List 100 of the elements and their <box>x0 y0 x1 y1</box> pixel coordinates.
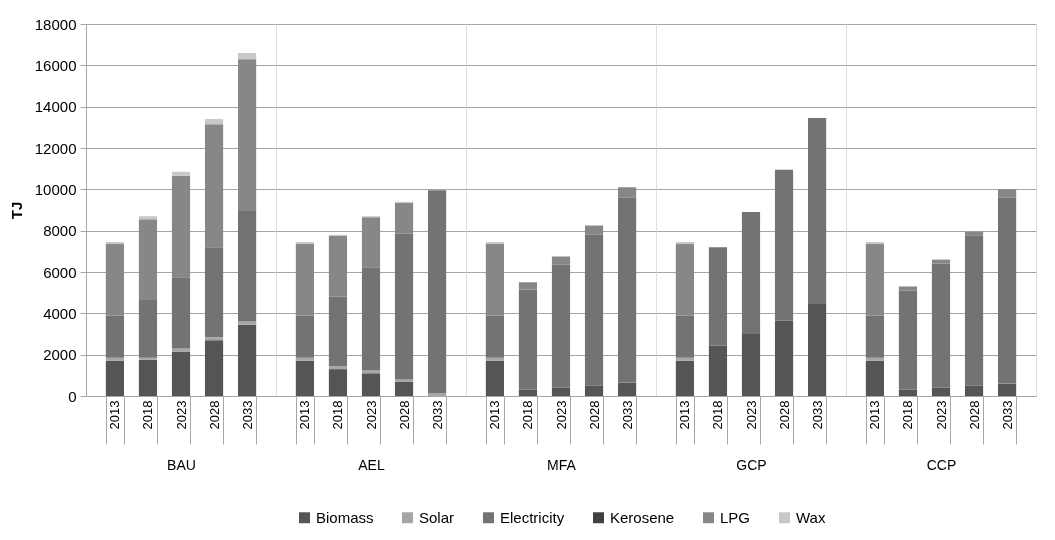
x-tick-label: 2018 <box>520 400 536 430</box>
bar <box>518 282 538 290</box>
bar <box>865 357 884 361</box>
bar <box>138 299 158 358</box>
bar <box>171 277 191 349</box>
y-axis-title: TJ <box>7 201 25 220</box>
bar <box>584 385 604 396</box>
bar <box>295 244 314 316</box>
bar <box>295 360 314 396</box>
bar <box>394 233 414 380</box>
y-tick-label: 12000 <box>34 139 77 157</box>
bar <box>238 321 257 325</box>
y-tick-label: 2000 <box>43 346 77 364</box>
bar <box>865 360 884 396</box>
x-tick-label: 2023 <box>363 400 379 430</box>
bar <box>295 315 314 358</box>
bar <box>105 360 124 396</box>
y-tick-label: 10000 <box>34 180 77 198</box>
bar <box>675 360 694 396</box>
bar <box>105 244 124 316</box>
legend-label: Electricity <box>500 508 565 526</box>
x-tick-label: 2013 <box>297 400 313 430</box>
x-tick-label: 2028 <box>206 400 222 430</box>
x-tick-label: 2028 <box>586 400 602 430</box>
bar <box>328 366 348 370</box>
bar <box>898 290 918 390</box>
bar <box>204 340 224 396</box>
x-tick-label: 2033 <box>239 400 255 430</box>
bar <box>428 190 447 393</box>
bar <box>105 357 124 361</box>
bar <box>584 234 604 386</box>
x-tick-label: 2013 <box>487 400 503 430</box>
bar <box>105 315 124 358</box>
bar <box>138 357 158 360</box>
bar <box>428 392 447 396</box>
bar <box>998 383 1017 396</box>
x-tick-label: 2013 <box>867 400 883 430</box>
bar <box>898 389 918 396</box>
bar <box>238 52 257 60</box>
bar <box>774 320 794 396</box>
y-tick-label: 8000 <box>43 222 77 240</box>
bar <box>551 387 571 396</box>
bar <box>138 359 158 396</box>
x-tick-label: 2033 <box>809 400 825 430</box>
bar <box>394 379 414 382</box>
bar <box>931 259 951 264</box>
legend-label: Solar <box>419 508 455 526</box>
bar <box>238 211 257 322</box>
bar <box>998 189 1017 198</box>
bar <box>931 263 951 388</box>
bar <box>675 244 694 316</box>
bar <box>675 357 694 361</box>
bar <box>774 169 794 321</box>
x-tick-label: 2023 <box>173 400 189 430</box>
x-tick-label: 2023 <box>743 400 759 430</box>
bar <box>295 357 314 361</box>
bar <box>171 175 191 278</box>
x-axis-title: AEL <box>358 457 385 473</box>
bar <box>551 256 571 265</box>
bar <box>518 389 538 396</box>
y-tick-label: 4000 <box>43 304 77 322</box>
x-tick-label: 2033 <box>429 400 445 430</box>
bar <box>898 286 918 291</box>
y-tick-label: 16000 <box>34 56 77 74</box>
y-tick-label: 6000 <box>43 263 77 281</box>
bar <box>328 235 348 297</box>
legend-label: LPG <box>720 508 751 526</box>
bar <box>361 373 381 396</box>
x-tick-label: 2023 <box>933 400 949 430</box>
x-tick-label: 2018 <box>140 400 156 430</box>
bar <box>808 304 827 396</box>
bar <box>328 369 348 396</box>
legend-label: Kerosene <box>610 508 675 526</box>
bar <box>675 242 694 245</box>
bar <box>204 124 224 248</box>
bar <box>741 334 761 396</box>
x-axis-title: BAU <box>167 457 196 473</box>
x-tick-label: 2033 <box>999 400 1015 430</box>
bar <box>394 202 414 234</box>
bar <box>238 59 257 212</box>
bar <box>708 345 728 396</box>
x-tick-label: 2023 <box>553 400 569 430</box>
y-tick-label: 14000 <box>34 98 77 116</box>
bar <box>964 231 984 236</box>
x-tick-label: 2028 <box>966 400 982 430</box>
x-tick-label: 2018 <box>900 400 916 430</box>
x-tick-label: 2013 <box>107 400 123 430</box>
bar <box>138 216 158 220</box>
x-axis-title: CCP <box>926 457 957 473</box>
bar <box>618 382 637 396</box>
bar <box>171 171 191 176</box>
bar <box>618 197 637 383</box>
bar <box>865 242 884 245</box>
legend-label: Biomass <box>316 508 374 526</box>
x-tick-label: 2018 <box>330 400 346 430</box>
bar <box>394 381 414 396</box>
x-tick-label: 2028 <box>776 400 792 430</box>
y-tick-label: 0 <box>68 387 77 405</box>
bar <box>865 244 884 316</box>
bar <box>675 315 694 358</box>
